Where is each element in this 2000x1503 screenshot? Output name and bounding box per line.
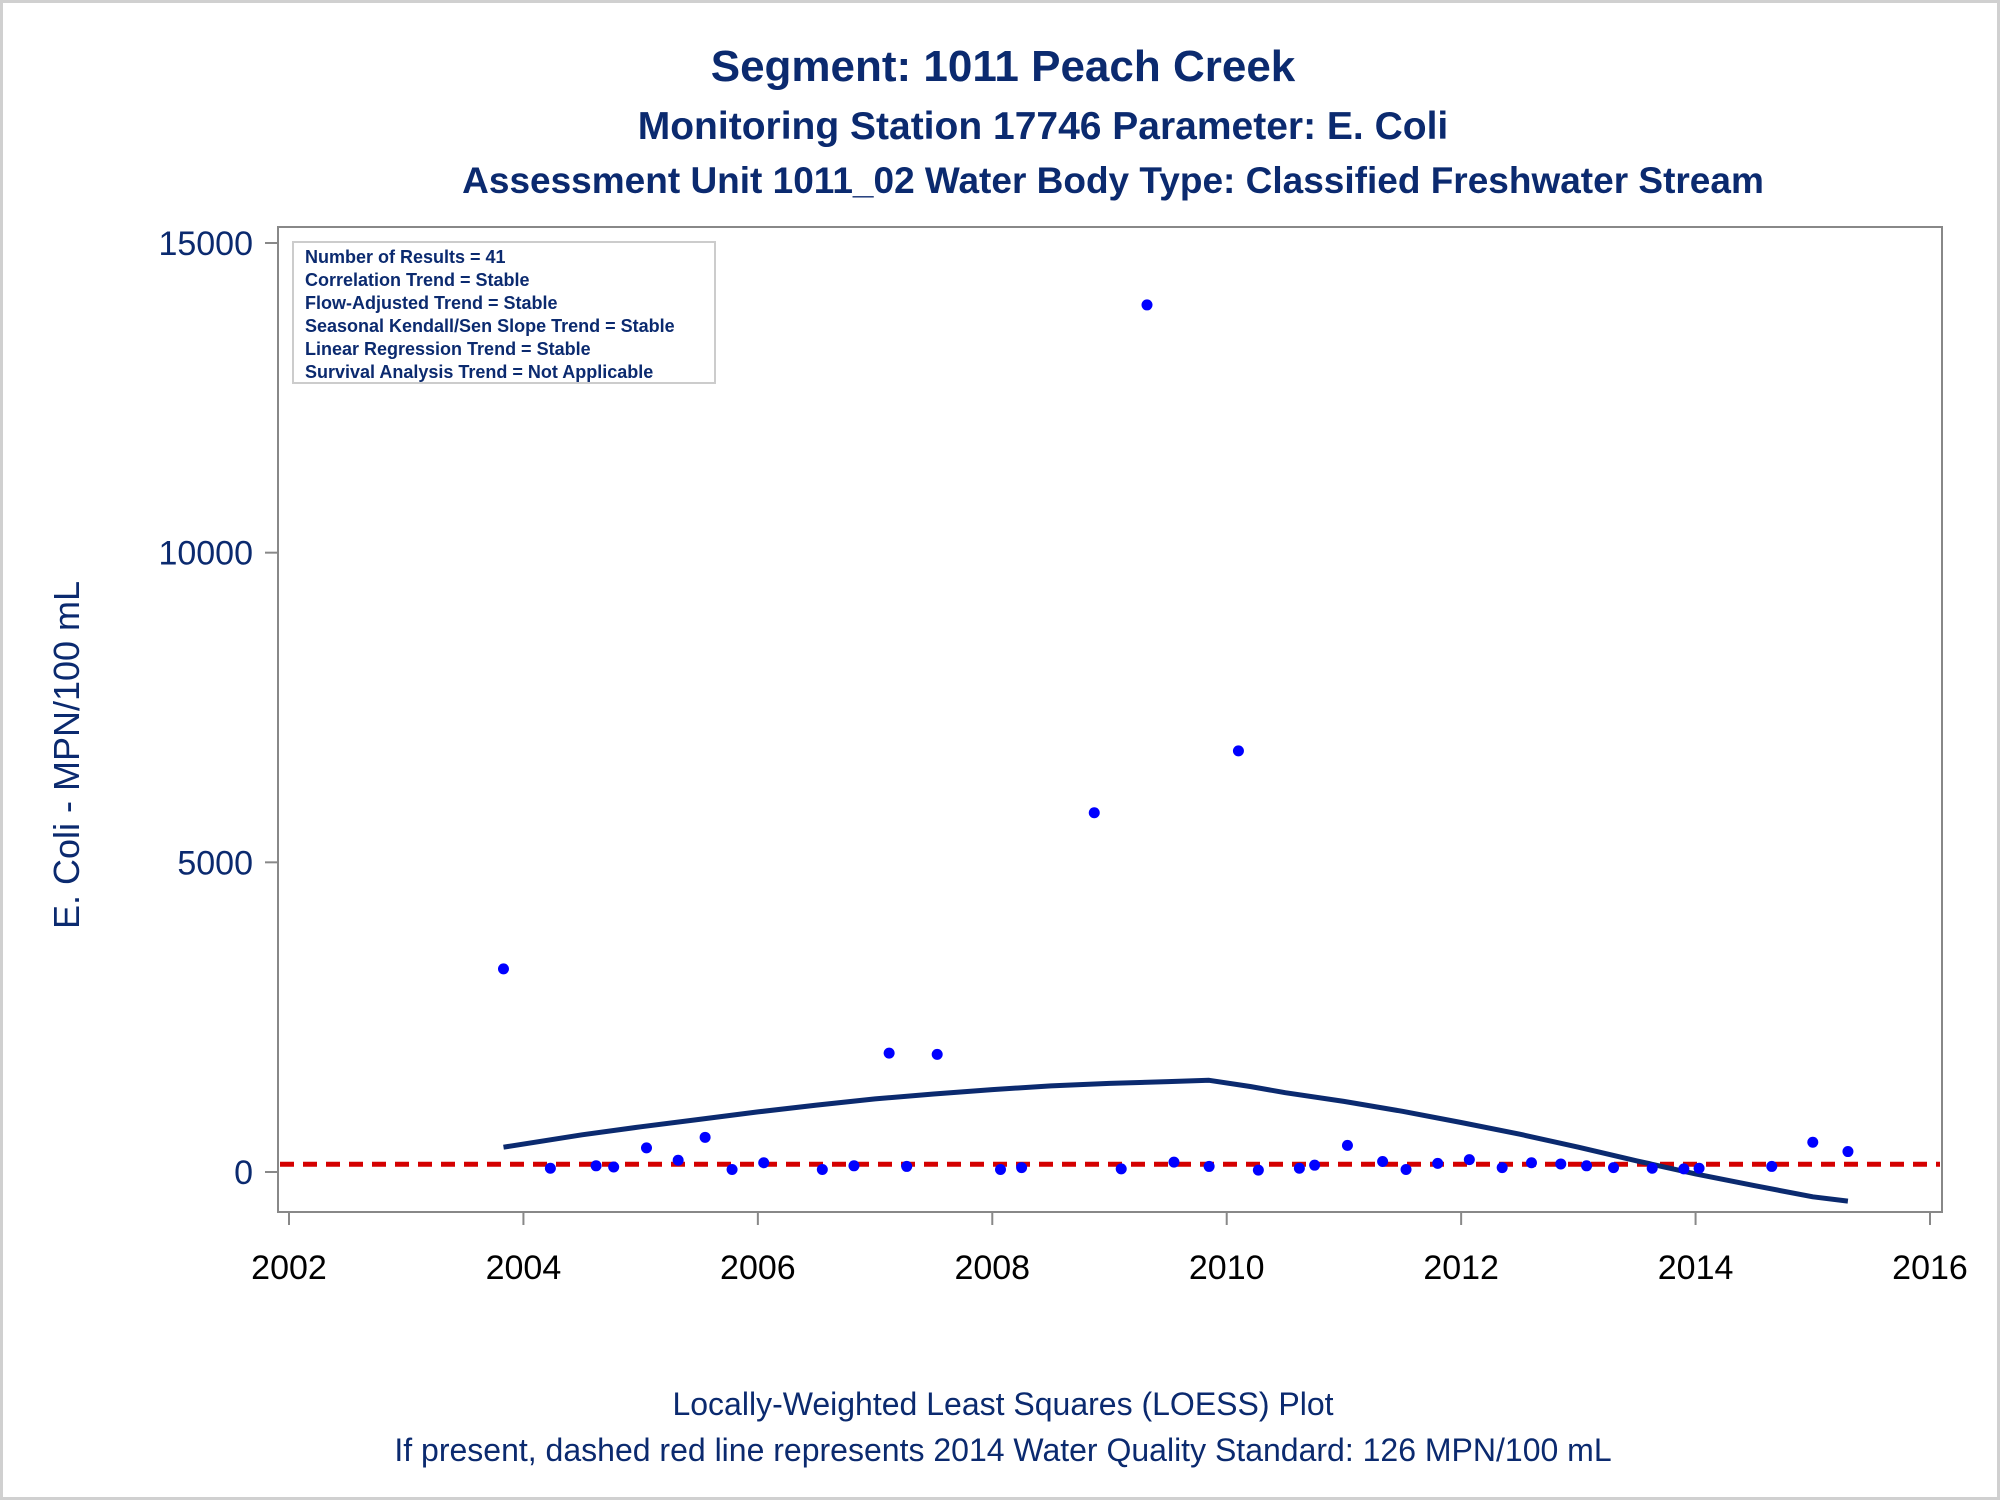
data-point: [641, 1142, 653, 1154]
stats-box: Number of Results = 41 Correlation Trend…: [292, 241, 716, 384]
data-point: [1646, 1162, 1658, 1174]
chart-title: Segment: 1011 Peach Creek: [711, 42, 1296, 91]
data-point: [699, 1131, 711, 1143]
data-point: [1203, 1160, 1215, 1172]
data-point: [1115, 1163, 1127, 1175]
x-tick-label: 2014: [1658, 1249, 1734, 1287]
stats-line-results: Number of Results = 41: [305, 247, 506, 267]
footnote-standard: If present, dashed red line represents 2…: [394, 1432, 1611, 1468]
chart-subtitle: Monitoring Station 17746 Parameter: E. C…: [638, 105, 1449, 148]
data-point: [1555, 1158, 1567, 1170]
data-point: [848, 1160, 860, 1172]
data-point: [1496, 1162, 1508, 1174]
y-axis: 0 5000 10000 15000: [158, 225, 278, 1192]
data-point: [1400, 1164, 1412, 1176]
stats-line-correlation: Correlation Trend = Stable: [305, 270, 530, 290]
data-point: [1088, 807, 1100, 819]
stats-line-flow-adjusted: Flow-Adjusted Trend = Stable: [305, 293, 558, 313]
data-point: [1016, 1162, 1028, 1174]
data-point: [1141, 299, 1153, 311]
data-point: [608, 1161, 620, 1173]
x-tick-label: 2004: [486, 1249, 562, 1287]
loess-line-layer: [503, 1077, 1849, 1204]
y-tick-label: 0: [234, 1154, 253, 1192]
data-point: [1525, 1157, 1537, 1169]
data-point: [726, 1164, 738, 1176]
data-point: [1341, 1139, 1353, 1151]
data-point: [901, 1160, 913, 1172]
y-tick-label: 5000: [177, 844, 253, 882]
data-point: [498, 963, 510, 975]
chart-subtitle-2: Assessment Unit 1011_02 Water Body Type:…: [462, 160, 1764, 201]
data-point: [883, 1047, 895, 1059]
data-points-layer: [498, 299, 1854, 1176]
data-point: [1309, 1159, 1321, 1171]
loess-line: [503, 1077, 1849, 1204]
data-point: [590, 1160, 602, 1172]
x-tick-label: 2016: [1892, 1249, 1968, 1287]
y-tick-label: 15000: [158, 225, 253, 263]
data-point: [994, 1164, 1006, 1176]
data-point: [1678, 1163, 1690, 1175]
x-tick-label: 2008: [954, 1249, 1030, 1287]
data-point: [544, 1162, 556, 1174]
y-axis-label: E. Coli - MPN/100 mL: [46, 581, 87, 929]
plot-area: [277, 226, 1943, 1213]
x-tick-label: 2012: [1423, 1249, 1499, 1287]
x-tick-label: 2006: [720, 1249, 796, 1287]
data-point: [1581, 1160, 1593, 1172]
data-point: [1252, 1164, 1264, 1176]
y-tick-label: 10000: [158, 535, 253, 573]
data-point: [816, 1164, 828, 1176]
data-point: [1693, 1162, 1705, 1174]
data-point: [1232, 745, 1244, 757]
data-point: [1463, 1154, 1475, 1166]
data-point: [1766, 1160, 1778, 1172]
x-tick-label: 2002: [251, 1249, 327, 1287]
stats-box-border: [292, 241, 716, 384]
data-point: [931, 1048, 943, 1060]
data-point: [672, 1154, 684, 1166]
footnote-loess: Locally-Weighted Least Squares (LOESS) P…: [672, 1386, 1333, 1422]
stats-line-seasonal-kendall: Seasonal Kendall/Sen Slope Trend = Stabl…: [305, 316, 675, 336]
data-point: [758, 1157, 770, 1169]
data-point: [1377, 1155, 1389, 1167]
stats-line-linear-regression: Linear Regression Trend = Stable: [305, 339, 591, 359]
data-point: [1432, 1157, 1444, 1169]
data-point: [1842, 1146, 1854, 1158]
x-tick-label: 2010: [1189, 1249, 1265, 1287]
data-point: [1608, 1162, 1620, 1174]
data-point: [1293, 1162, 1305, 1174]
loess-chart: Segment: 1011 Peach Creek Monitoring Sta…: [46, 42, 1968, 1468]
data-point: [1168, 1156, 1180, 1168]
data-point: [1807, 1136, 1819, 1148]
stats-line-survival: Survival Analysis Trend = Not Applicable: [305, 362, 653, 382]
x-axis: 2002 2004 2006 2008 2010 2012 2014 2016: [251, 1212, 1968, 1287]
